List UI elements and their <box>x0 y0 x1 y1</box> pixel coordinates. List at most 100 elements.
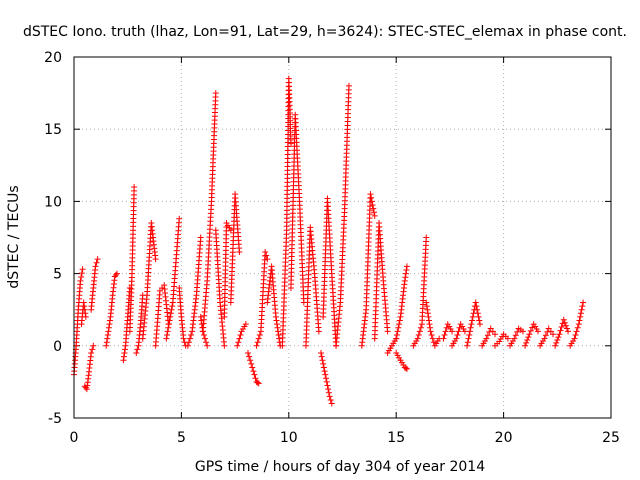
data-point-plus <box>427 324 434 331</box>
data-point-plus <box>542 332 549 339</box>
data-point-plus <box>465 335 472 342</box>
data-point-plus <box>249 364 256 371</box>
data-point-plus <box>134 346 141 353</box>
data-point-plus <box>561 319 568 326</box>
data-point-plus <box>558 324 565 331</box>
data-point-plus <box>424 310 431 317</box>
data-point-plus <box>323 375 330 382</box>
data-point-plus <box>82 310 89 317</box>
data-point-plus <box>184 342 191 349</box>
data-point-plus <box>552 342 559 349</box>
data-point-plus <box>250 368 257 375</box>
data-point-plus <box>186 335 193 342</box>
data-point-plus <box>325 389 332 396</box>
x-tick-label: 0 <box>70 430 79 446</box>
data-point-plus <box>424 306 431 313</box>
data-point-plus <box>472 299 479 306</box>
data-point-plus <box>78 273 85 280</box>
data-point-plus <box>402 270 409 277</box>
data-point-plus <box>81 303 88 310</box>
data-point-plus <box>395 324 402 331</box>
data-point-plus <box>320 364 327 371</box>
data-point-plus <box>423 234 430 241</box>
x-tick-labels: 0 5 10 15 20 25 <box>70 430 620 446</box>
data-point-plus <box>203 339 210 346</box>
data-point-plus <box>92 263 99 270</box>
data-point-plus <box>402 274 409 281</box>
data-point-plus <box>165 321 172 328</box>
data-point-plus <box>574 324 581 331</box>
data-point-plus <box>166 317 173 324</box>
data-point-plus <box>133 350 140 357</box>
data-point-plus <box>169 303 176 310</box>
data-point-plus <box>315 328 322 335</box>
data-point-plus <box>164 331 171 338</box>
data-point-plus <box>90 342 97 349</box>
data-point-plus <box>237 331 244 338</box>
x-tick-label: 20 <box>495 430 513 446</box>
data-point-plus <box>254 379 261 386</box>
data-point-plus <box>82 313 89 320</box>
data-point-plus <box>514 328 521 335</box>
data-point-plus <box>560 316 567 323</box>
data-point-plus <box>327 396 334 403</box>
data-point-plus <box>212 90 219 97</box>
x-axis-label: GPS time / hours of day 304 of year 2014 <box>195 459 485 475</box>
data-point-plus <box>562 322 569 329</box>
data-point-plus <box>345 82 352 89</box>
data-point-plus <box>77 277 84 284</box>
data-point-plus <box>578 306 585 313</box>
y-axis-label: dSTEC / TECUs <box>6 185 22 288</box>
data-point-plus <box>256 331 263 338</box>
data-point-plus <box>469 317 476 324</box>
y-tick-label: 10 <box>44 194 62 210</box>
data-point-plus <box>221 342 228 349</box>
data-point-plus <box>235 339 242 346</box>
data-point-plus <box>394 328 401 335</box>
data-point-plus <box>476 317 483 324</box>
data-point-plus <box>276 335 283 342</box>
data-point-plus <box>555 334 562 341</box>
data-point-plus <box>185 339 192 346</box>
data-point-plus <box>541 335 548 342</box>
data-point-plus <box>414 335 421 342</box>
data-point-plus <box>113 270 120 277</box>
data-point-plus <box>106 317 113 324</box>
data-point-plus <box>467 324 474 331</box>
data-point-plus <box>402 365 409 372</box>
data-point-plus <box>554 337 561 344</box>
data-point-plus <box>236 335 243 342</box>
x-tick-label: 25 <box>602 430 620 446</box>
data-point-plus <box>577 310 584 317</box>
data-point-plus <box>529 324 536 331</box>
data-point-plus <box>318 350 325 357</box>
data-point-plus <box>468 321 475 328</box>
data-point-plus <box>371 209 378 216</box>
data-point-plus <box>131 183 138 190</box>
data-point-plus <box>81 306 88 313</box>
data-point-plus <box>454 331 461 338</box>
data-point-plus <box>167 310 174 317</box>
data-point-plus <box>443 324 450 331</box>
data-point-plus <box>427 328 434 335</box>
data-point-plus <box>403 263 410 270</box>
data-point-plus <box>319 357 326 364</box>
data-point-plus <box>415 331 422 338</box>
data-point-plus <box>168 306 175 313</box>
data-point-plus <box>416 328 423 335</box>
data-point-plus <box>474 310 481 317</box>
data-point-plus <box>248 360 255 367</box>
data-point-plus <box>246 353 253 360</box>
data-point-plus <box>504 335 511 342</box>
data-point-plus <box>403 266 410 273</box>
data-point-plus <box>423 303 430 310</box>
data-point-plus <box>255 380 262 387</box>
data-point-plus <box>519 328 526 335</box>
chart-title: dSTEC Iono. truth (lhaz, Lon=91, Lat=29,… <box>23 24 627 40</box>
data-point-plus <box>512 332 519 339</box>
data-point-plus <box>328 400 335 407</box>
data-point-plus <box>403 365 410 372</box>
data-point-plus <box>428 331 435 338</box>
data-point-plus <box>325 386 332 393</box>
